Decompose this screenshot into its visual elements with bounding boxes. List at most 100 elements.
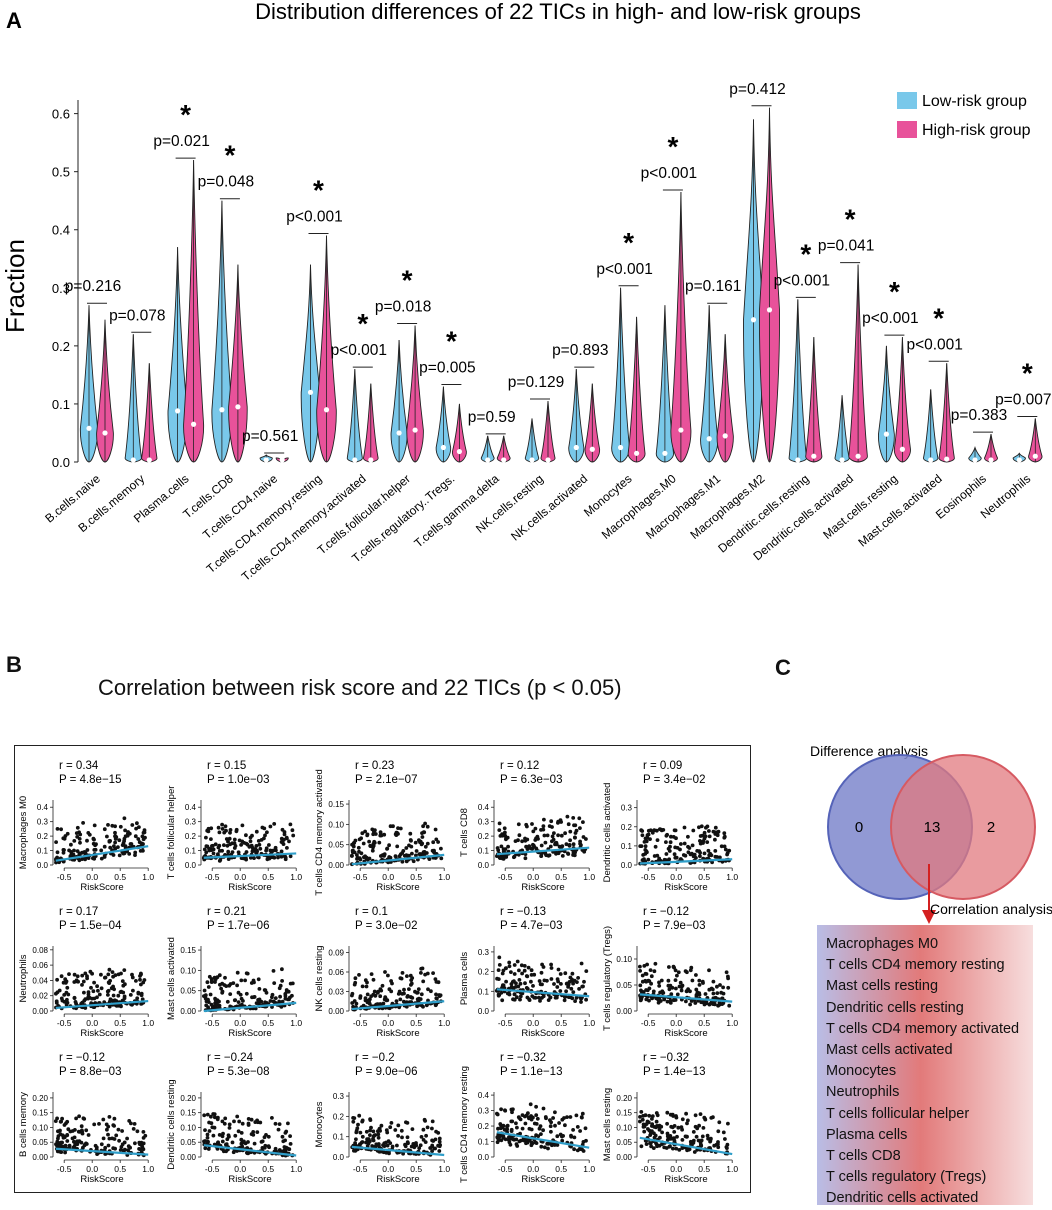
- scatter-point: [437, 1149, 442, 1153]
- x-tick-label: 0.0: [382, 1164, 394, 1174]
- scatter-point: [395, 830, 399, 835]
- scatter-point: [550, 834, 555, 839]
- scatter-point: [538, 982, 543, 987]
- scatter-point: [376, 1132, 381, 1137]
- scatter-point: [664, 833, 669, 838]
- scatter-point: [535, 1116, 540, 1121]
- scatter-point: [431, 1139, 436, 1143]
- scatter-point: [393, 1128, 398, 1132]
- scatter-point: [81, 979, 86, 984]
- scatter-point: [361, 841, 366, 846]
- x-axis-label: RiskScore: [521, 1174, 564, 1185]
- x-tick-label: 1.0: [438, 1018, 450, 1028]
- scatter-points: [53, 1114, 148, 1158]
- scatter-point: [291, 833, 296, 838]
- scatter-point: [280, 967, 284, 972]
- scatter-point: [543, 1115, 548, 1119]
- y-axis-label: Dendritic cells activated: [602, 783, 613, 883]
- scatter-point: [106, 988, 111, 993]
- scatter-point: [511, 1107, 515, 1112]
- scatter-point: [572, 1147, 576, 1152]
- scatter-point: [515, 1144, 520, 1148]
- scatter-point: [518, 994, 523, 999]
- scatter-point: [282, 1145, 287, 1149]
- scatter-point: [240, 839, 245, 844]
- regression-line: [496, 988, 590, 998]
- scatter-point: [378, 994, 383, 999]
- scatter-point: [227, 836, 232, 841]
- scatter-point: [685, 1121, 689, 1126]
- scatter-point: [216, 845, 221, 850]
- scatter-point: [262, 988, 267, 992]
- cell-list-item: T cells follicular helper: [826, 1105, 970, 1122]
- scatter-point: [277, 986, 282, 991]
- scatter-point: [707, 834, 712, 839]
- cell-list-item: Dendritic cells resting: [826, 999, 964, 1016]
- scatter-point: [60, 1133, 65, 1138]
- scatter-point: [580, 984, 585, 989]
- scatter-point: [141, 1147, 146, 1152]
- y-axis-label: Dendritic cells resting: [166, 1079, 177, 1169]
- scatter-panel: r = 0.1 P = 3.0e−02 0.00 0.03 0.06 0.09 -0.5 0.…: [314, 906, 450, 1039]
- p-value: P = 1.5e−04: [59, 920, 122, 932]
- scatter-point: [273, 1121, 278, 1126]
- scatter-point: [281, 1139, 286, 1144]
- scatter-point: [684, 989, 689, 994]
- scatter-point: [65, 1139, 70, 1143]
- scatter-point: [569, 1133, 573, 1138]
- scatter-point: [220, 1139, 225, 1144]
- scatter-point: [364, 1129, 369, 1134]
- regression-line: [203, 1001, 297, 1013]
- scatter-point: [426, 987, 430, 992]
- scatter-point: [54, 999, 59, 1004]
- scatter-point: [527, 997, 531, 1002]
- scatter-point: [79, 1140, 84, 1145]
- scatter-point: [538, 1124, 543, 1128]
- violin-high-median: [988, 457, 994, 463]
- y-axis-label: Plasma cells: [459, 952, 470, 1006]
- scatter-point: [276, 855, 280, 860]
- scatter-point: [110, 1136, 115, 1141]
- scatter-point: [697, 1123, 701, 1128]
- y-tick-label: 0.10: [328, 820, 344, 829]
- scatter-point: [647, 1113, 652, 1118]
- scatter-point: [65, 1000, 70, 1005]
- scatter-point: [421, 824, 425, 829]
- scatter-point: [356, 1122, 360, 1127]
- scatter-point: [689, 999, 694, 1003]
- x-tick-label: 0.0: [670, 1164, 682, 1174]
- violin-low-median: [396, 430, 402, 436]
- scatter-point: [671, 1146, 675, 1151]
- p-value-label: p=0.893: [552, 342, 608, 359]
- scatter-point: [433, 1146, 437, 1151]
- scatter-point: [86, 990, 91, 994]
- violin-high-median: [766, 307, 773, 313]
- scatter-point: [667, 1144, 672, 1149]
- scatter-point: [499, 1126, 503, 1131]
- x-tick-label: -0.5: [353, 872, 368, 882]
- p-value: P = 8.8e−03: [59, 1066, 121, 1078]
- venn-diagram: Difference analysis 0 13 2 Correlation a…: [810, 743, 1052, 924]
- cell-list-item: Dendritic cells activated: [826, 1190, 979, 1207]
- scatter-point: [379, 988, 384, 993]
- scatter-point: [698, 850, 702, 855]
- scatter-point: [539, 1132, 543, 1136]
- x-tick-label: 0.0: [382, 1018, 394, 1028]
- p-value-label: p<0.001: [906, 336, 962, 353]
- scatter-point: [250, 995, 254, 1000]
- scatter-point: [215, 1002, 220, 1007]
- scatter-point: [55, 855, 59, 860]
- scatter-point: [236, 990, 241, 995]
- scatter-point: [357, 1143, 362, 1147]
- scatter-point: [496, 1126, 500, 1131]
- scatter-point: [713, 825, 718, 830]
- x-tick-label: -0.5: [205, 1164, 220, 1174]
- scatter-point: [288, 822, 293, 827]
- scatter-point: [358, 1130, 363, 1135]
- scatter-point: [282, 830, 287, 834]
- scatter-point: [121, 1148, 126, 1153]
- x-tick-label: 1.0: [726, 1018, 738, 1028]
- scatter-point: [541, 994, 546, 999]
- scatter-point: [680, 1145, 685, 1150]
- scatter-point: [130, 823, 135, 827]
